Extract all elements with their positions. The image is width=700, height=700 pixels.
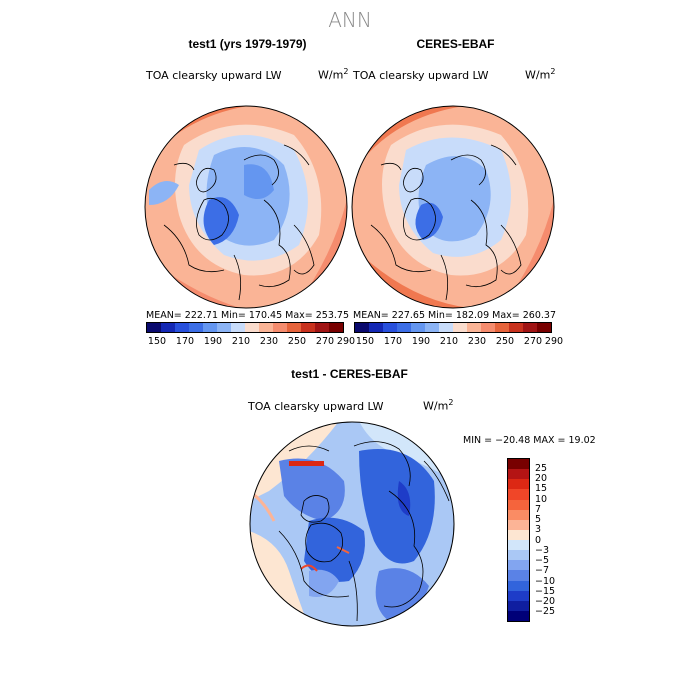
colorbar-tick: 210 bbox=[231, 336, 251, 347]
panel-3-units: W/m2 bbox=[423, 398, 454, 413]
panel-1-variable: TOA clearsky upward LW bbox=[146, 69, 282, 82]
colorbar-tick: 230 bbox=[467, 336, 487, 347]
panel-2-variable: TOA clearsky upward LW bbox=[353, 69, 489, 82]
panel-1-title: test1 (yrs 1979-1979) bbox=[188, 37, 307, 51]
colorbar-tick: 170 bbox=[383, 336, 403, 347]
colorbar-tick: −15 bbox=[535, 586, 556, 597]
colorbar-tick: 5 bbox=[535, 514, 542, 525]
colorbar-tick: 270 bbox=[523, 336, 543, 347]
panel-1-colorbar bbox=[146, 322, 344, 333]
colorbar-tick: 270 bbox=[315, 336, 335, 347]
panel-3-colorbar-ticks: 25 20 15 10 7 5 3 0 −3 −5 −7 −10 −15 −20… bbox=[535, 464, 575, 624]
colorbar-tick: 250 bbox=[495, 336, 515, 347]
colorbar-tick: −10 bbox=[535, 576, 556, 587]
panel-3-variable: TOA clearsky upward LW bbox=[248, 400, 384, 413]
panel-1-stats: MEAN= 222.71 Min= 170.45 Max= 253.75 bbox=[146, 310, 350, 321]
panel-1-colorbar-ticks: 150 170 190 210 230 250 270 290 bbox=[146, 336, 355, 348]
colorbar-tick: 290 bbox=[544, 336, 564, 347]
panel-2-colorbar-ticks: 150 170 190 210 230 250 270 290 bbox=[354, 336, 563, 348]
panel-1-map bbox=[144, 105, 348, 309]
colorbar-tick: 230 bbox=[259, 336, 279, 347]
colorbar-tick: 10 bbox=[535, 494, 548, 505]
panel-3-map bbox=[249, 421, 455, 627]
colorbar-tick: 170 bbox=[175, 336, 195, 347]
colorbar-tick: 190 bbox=[411, 336, 431, 347]
panel-2-colorbar bbox=[354, 322, 552, 333]
colorbar-tick: 0 bbox=[535, 535, 542, 546]
colorbar-tick: 190 bbox=[203, 336, 223, 347]
panel-1-units: W/m2 bbox=[318, 67, 349, 82]
colorbar-tick: −7 bbox=[535, 565, 550, 576]
colorbar-tick: 25 bbox=[535, 463, 548, 474]
panel-3-title: test1 - CERES-EBAF bbox=[291, 367, 408, 381]
panel-2-units: W/m2 bbox=[525, 67, 556, 82]
colorbar-tick: −3 bbox=[535, 545, 550, 556]
colorbar-tick: 290 bbox=[336, 336, 356, 347]
colorbar-tick: 150 bbox=[355, 336, 375, 347]
page-title: ANN bbox=[328, 8, 372, 32]
panel-2-stats: MEAN= 227.65 Min= 182.09 Max= 260.37 bbox=[353, 310, 557, 321]
colorbar-tick: 3 bbox=[535, 524, 542, 535]
colorbar-tick: 7 bbox=[535, 504, 542, 515]
colorbar-tick: 15 bbox=[535, 483, 548, 494]
colorbar-tick: 150 bbox=[147, 336, 167, 347]
colorbar-tick: −25 bbox=[535, 606, 556, 617]
panel-3-stats: MIN = −20.48 MAX = 19.02 bbox=[463, 435, 596, 446]
colorbar-tick: −20 bbox=[535, 596, 556, 607]
panel-3-colorbar bbox=[507, 458, 530, 622]
colorbar-tick: 250 bbox=[287, 336, 307, 347]
colorbar-tick: 20 bbox=[535, 473, 548, 484]
panel-2-map bbox=[351, 105, 555, 309]
colorbar-tick: −5 bbox=[535, 555, 550, 566]
panel-2-title: CERES-EBAF bbox=[416, 37, 495, 51]
colorbar-tick: 210 bbox=[439, 336, 459, 347]
